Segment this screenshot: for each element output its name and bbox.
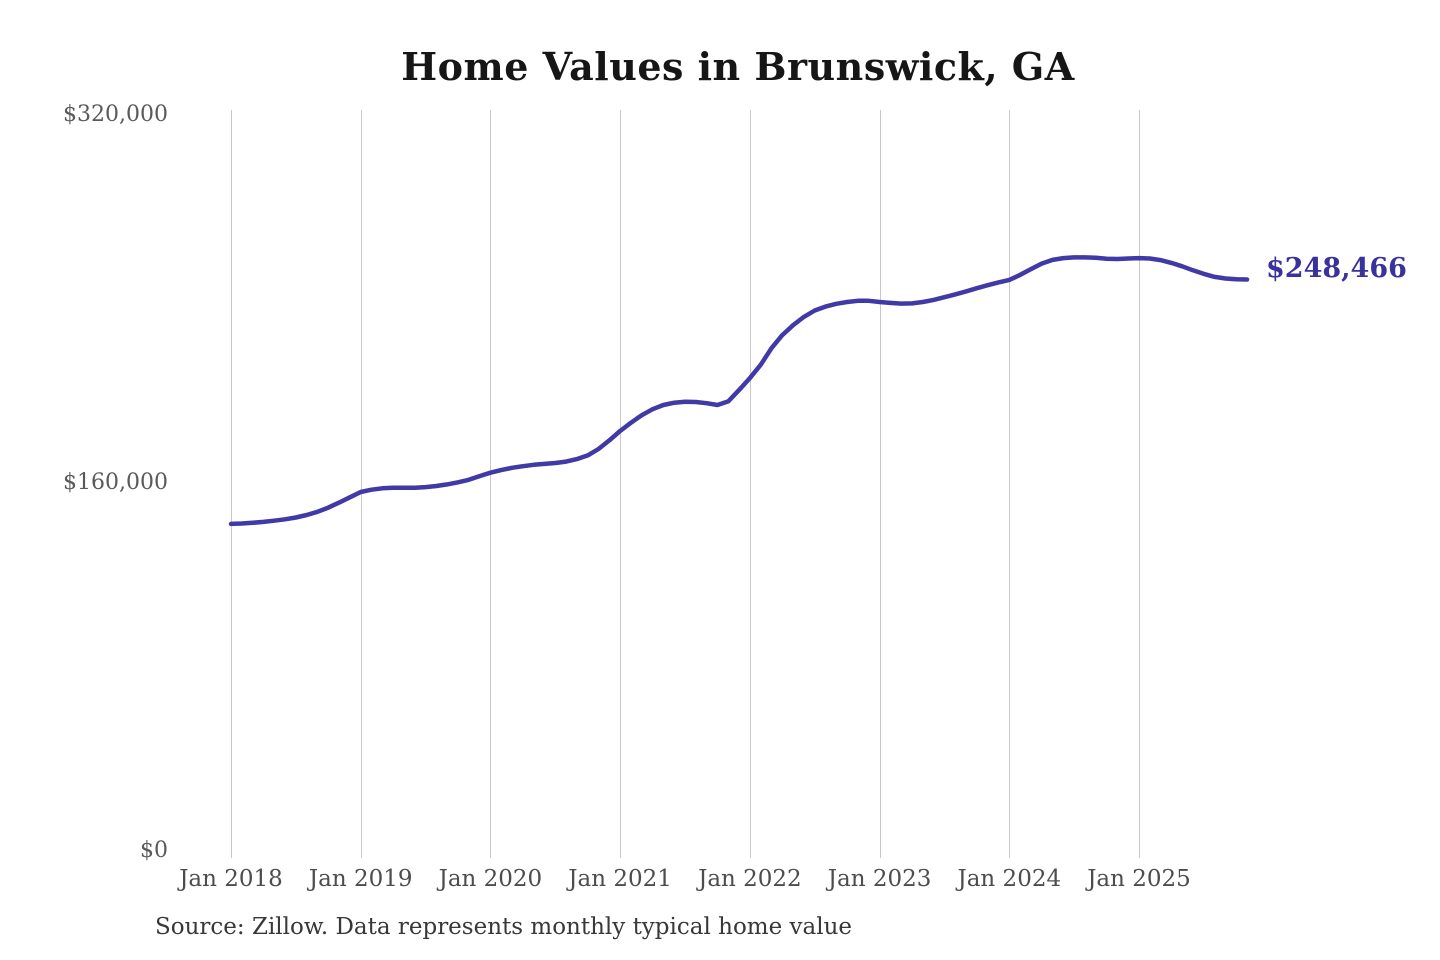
gridline bbox=[620, 110, 622, 858]
x-axis-tick-label: Jan 2020 bbox=[438, 866, 543, 892]
gridline bbox=[1139, 110, 1140, 858]
x-axis-tick-label: Jan 2023 bbox=[827, 866, 932, 892]
x-axis-tick-label: Jan 2018 bbox=[179, 866, 283, 892]
chart-title: Home Values in Brunswick, GA bbox=[401, 44, 1075, 89]
x-axis-tick-label: Jan 2019 bbox=[308, 866, 413, 892]
value-line bbox=[228, 255, 1250, 527]
gridline bbox=[231, 110, 232, 858]
x-axis-tick-label: Jan 2025 bbox=[1087, 866, 1191, 892]
y-axis-tick-label: $160,000 bbox=[63, 470, 168, 495]
gridline bbox=[879, 110, 881, 858]
gridline bbox=[490, 110, 492, 858]
y-axis-tick-label: $320,000 bbox=[63, 102, 168, 127]
x-axis-tick-label: Jan 2024 bbox=[957, 866, 1062, 892]
source-note: Source: Zillow. Data represents monthly … bbox=[155, 914, 853, 940]
current-value-label: $248,466 bbox=[1266, 253, 1407, 284]
gridline bbox=[1009, 110, 1011, 858]
x-axis-tick-label: Jan 2022 bbox=[698, 866, 802, 892]
y-axis-tick-label: $0 bbox=[140, 838, 168, 863]
x-axis-tick-label: Jan 2021 bbox=[568, 866, 672, 892]
gridline bbox=[749, 110, 751, 858]
gridline bbox=[360, 110, 362, 858]
